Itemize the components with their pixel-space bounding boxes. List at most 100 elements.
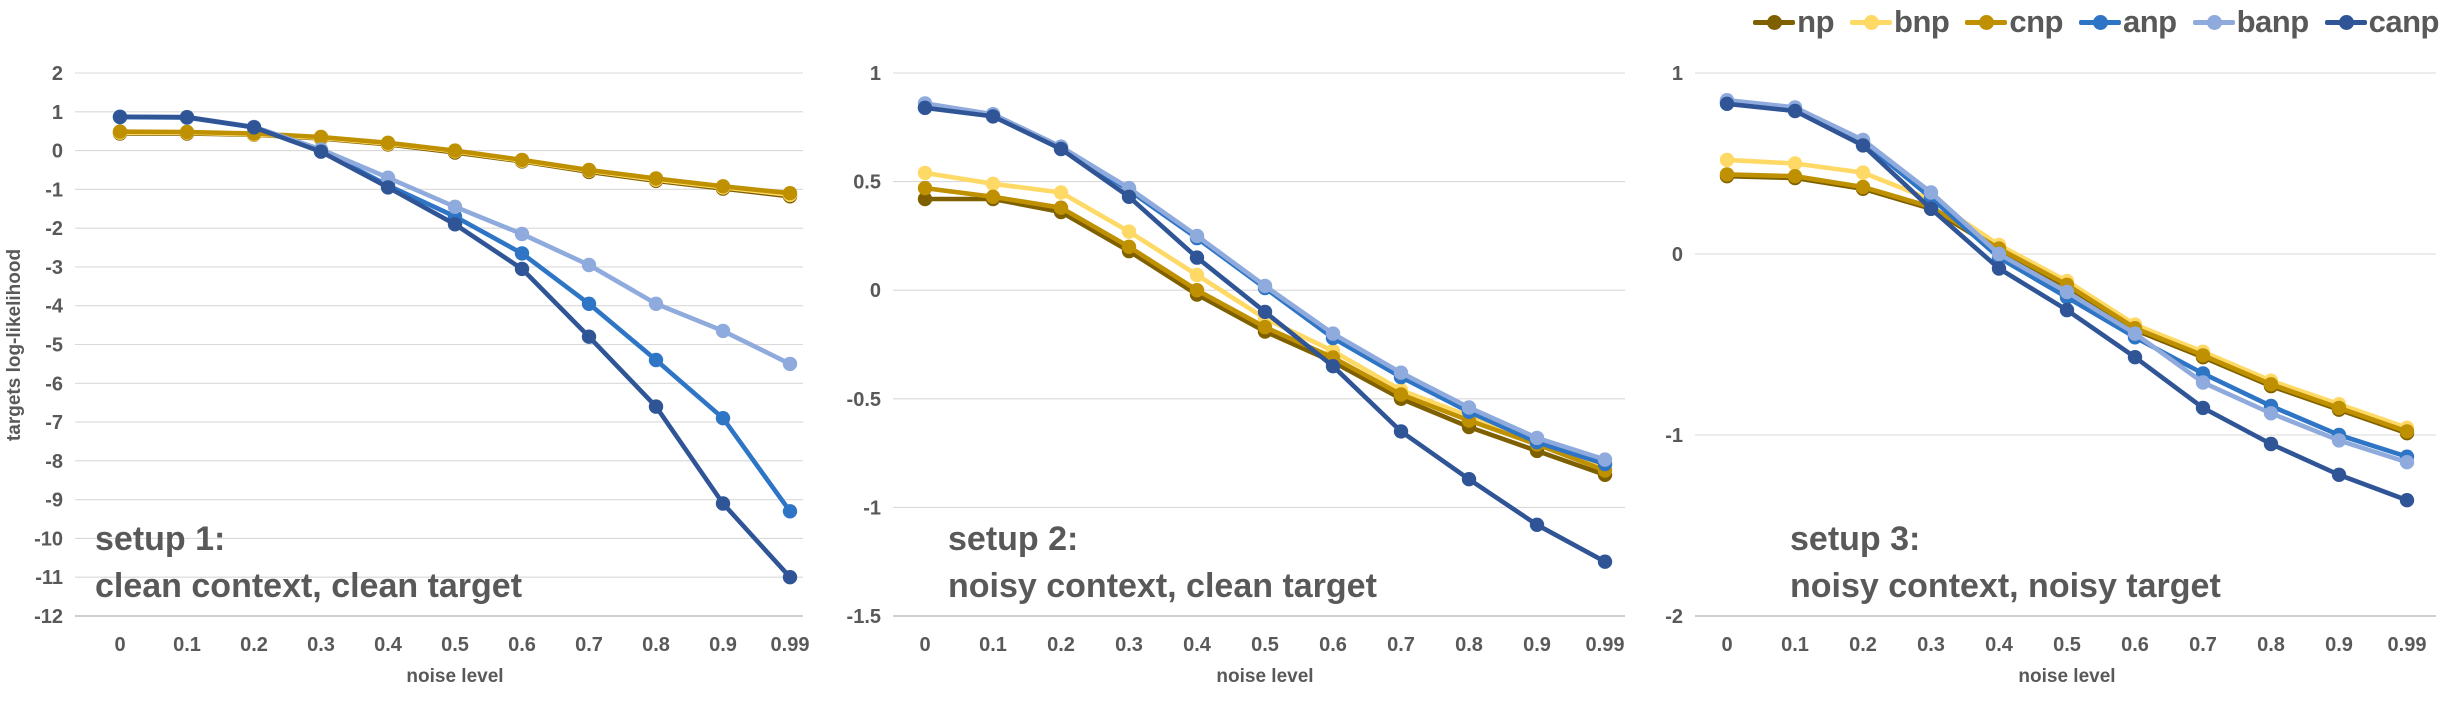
data-point-np (917, 191, 933, 207)
data-point-bnp (917, 165, 933, 181)
legend-item-bnp: bnp (1850, 4, 1950, 40)
legend-item-np: np (1753, 4, 1835, 40)
chart1-ytick--1: -1 (45, 179, 63, 201)
chart3-series-canp (1719, 96, 2415, 508)
chart1-xtick-0.1: 0.1 (173, 634, 201, 656)
chart2-xtick-0: 0 (919, 634, 930, 656)
legend-swatch-banp (2192, 14, 2235, 30)
data-point-banp (514, 226, 530, 242)
chart1-subtitle-line2: clean context, clean target (95, 567, 523, 605)
data-point-canp (1855, 138, 1871, 153)
chart1-ytick--3: -3 (45, 257, 63, 279)
data-point-canp (1053, 141, 1069, 157)
data-point-canp (246, 120, 262, 135)
data-point-banp (447, 199, 463, 214)
legend-label-np: np (1797, 4, 1835, 39)
chart2-xtick-0.2: 0.2 (1047, 634, 1075, 656)
chart2-series-np (917, 191, 1613, 482)
data-point-bnp (1787, 156, 1803, 171)
chart1-ytick--6: -6 (45, 373, 63, 395)
chart1-subtitle: setup 1: clean context, clean target (95, 516, 522, 610)
chart3-xtick-0.8: 0.8 (2257, 634, 2285, 656)
chart1-ytick--2: -2 (45, 218, 63, 240)
chart1-xtick-0.7: 0.7 (575, 634, 603, 656)
data-point-banp (648, 296, 664, 311)
data-point-canp (715, 496, 731, 511)
chart2-ytick-1: 1 (870, 63, 881, 85)
data-point-cnp (2195, 348, 2211, 363)
data-point-banp (782, 356, 798, 372)
chart3-ytick--2: -2 (1665, 606, 1683, 628)
data-point-banp (2263, 406, 2279, 421)
data-point-canp (581, 329, 597, 344)
chart1-xtick-0.99: 0.99 (771, 634, 810, 656)
chart1-ytick--7: -7 (45, 412, 63, 434)
chart3-xtick-0.3: 0.3 (1917, 634, 1945, 656)
chart1-xtick-0.4: 0.4 (374, 634, 403, 656)
legend-item-banp: banp (2192, 4, 2309, 40)
data-point-canp (1257, 304, 1273, 320)
chart1-xtick-0.6: 0.6 (508, 634, 536, 656)
data-point-cnp (1257, 319, 1273, 335)
data-point-canp (1461, 472, 1477, 487)
data-point-banp (2059, 284, 2075, 300)
chart1-xaxis-title: noise level (406, 666, 503, 687)
chart1-yaxis-title: targets log-likelihood (4, 249, 25, 441)
chart1-xtick-0.5: 0.5 (441, 634, 469, 656)
data-point-cnp (648, 171, 664, 186)
data-point-banp (1923, 185, 1939, 200)
data-point-canp (1325, 359, 1341, 374)
data-point-canp (1923, 201, 1939, 216)
chart3-xaxis-title: noise level (2018, 666, 2115, 687)
data-point-canp (313, 144, 329, 159)
chart3-xtick-0.9: 0.9 (2325, 634, 2353, 656)
legend-swatch-bnp (1850, 14, 1893, 30)
data-point-cnp (782, 186, 798, 201)
data-point-canp (2059, 302, 2075, 318)
legend-label-bnp: bnp (1894, 4, 1950, 39)
chart1-ytick-0: 0 (52, 141, 63, 163)
data-point-canp (1787, 103, 1803, 119)
data-point-canp (2331, 467, 2347, 482)
data-point-cnp (447, 143, 463, 158)
data-point-banp (1991, 246, 2007, 262)
data-point-canp (2195, 400, 2211, 416)
chart3-grid (1695, 72, 2436, 617)
chart3-xtick-0.6: 0.6 (2121, 634, 2149, 656)
data-point-canp (447, 217, 463, 232)
data-point-cnp (581, 162, 597, 178)
data-point-cnp (1121, 239, 1137, 254)
data-point-cnp (2331, 400, 2347, 416)
chart2-subtitle: setup 2: noisy context, clean target (948, 516, 1377, 610)
data-point-bnp (1053, 185, 1069, 200)
data-point-canp (648, 399, 664, 414)
chart3-subtitle: setup 3: noisy context, noisy target (1790, 516, 2221, 610)
chart3-series-banp (1719, 93, 2415, 470)
chart1-xtick-0.3: 0.3 (307, 634, 335, 656)
chart2: 1 0.5 0 -0.5 -1 -1.5 0 0.1 0.2 0.3 0.4 0.5 0.6 0.7 0.8… (847, 63, 1625, 687)
legend-label-canp: canp (2368, 4, 2440, 39)
data-point-canp (2127, 350, 2143, 365)
data-point-canp (112, 109, 128, 125)
chart2-subtitle-line1: setup 2: (948, 520, 1079, 558)
data-point-cnp (1855, 179, 1871, 195)
chart1-series-np (112, 126, 798, 204)
chart2-subtitle-line2: noisy context, clean target (948, 567, 1377, 605)
chart3-ytick--1: -1 (1665, 425, 1683, 447)
chart1-subtitle-line1: setup 1: (95, 520, 226, 558)
data-point-anp (648, 352, 664, 368)
legend-label-cnp: cnp (2009, 4, 2063, 39)
chart2-xtick-0.6: 0.6 (1319, 634, 1347, 656)
data-point-canp (1529, 517, 1545, 532)
chart1-ytick--4: -4 (45, 296, 64, 318)
chart1-ytick-1: 1 (52, 102, 63, 124)
legend-swatch-np (1753, 14, 1796, 30)
data-point-banp (1597, 452, 1613, 467)
data-point-cnp (1393, 387, 1409, 402)
legend-item-anp: anp (2078, 4, 2177, 40)
data-point-cnp (715, 179, 731, 194)
data-point-canp (2263, 436, 2279, 452)
chart2-ytick--0.5: -0.5 (847, 389, 881, 411)
data-point-bnp (1855, 165, 1871, 180)
